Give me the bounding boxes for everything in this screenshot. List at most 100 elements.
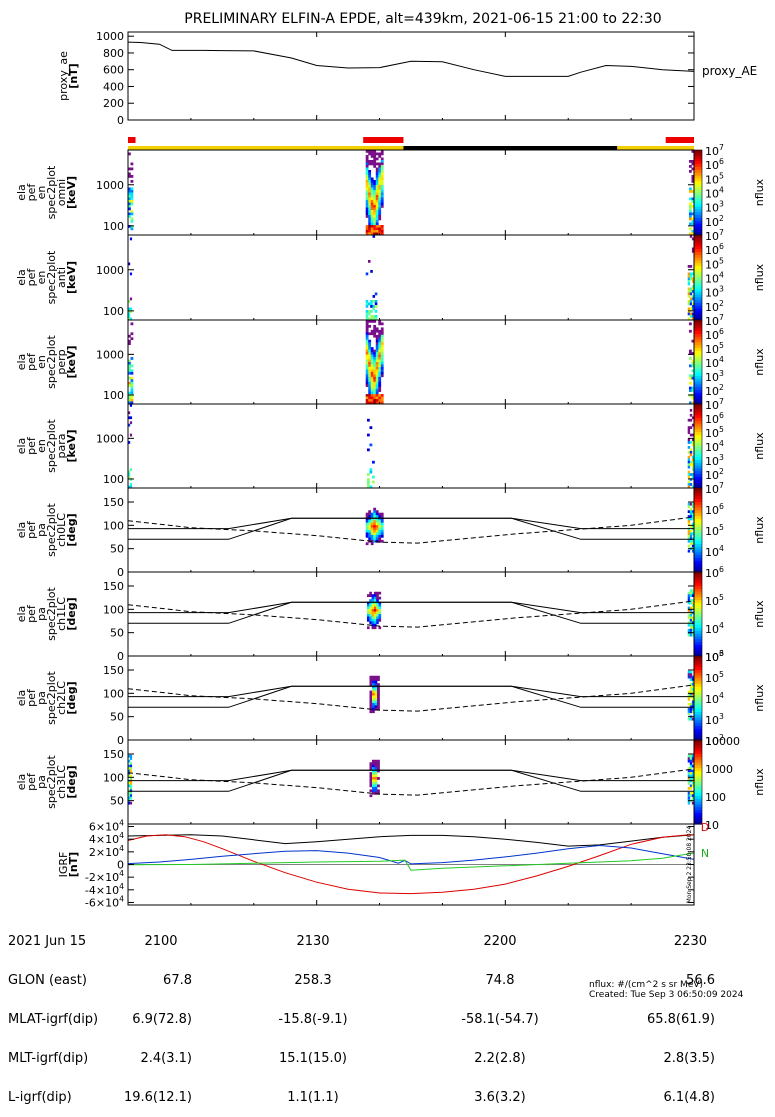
footer-time: 2100 [144, 934, 178, 949]
colorbar-swatch [694, 311, 702, 315]
y-tick-label: 1000 [96, 264, 124, 277]
heatmap-cell [130, 399, 134, 402]
heatmap-cell [371, 614, 375, 617]
heatmap-cell [366, 606, 370, 610]
heatmap-cell [371, 594, 375, 598]
heatmap-cell [380, 539, 384, 543]
heatmap-cell [373, 539, 377, 543]
colorbar-tick-label: 105 [705, 670, 724, 685]
y-axis-label: en [35, 186, 48, 200]
colorbar-tick-label: 105 [705, 171, 724, 186]
heatmap-cell [373, 507, 377, 511]
heatmap-cell [370, 152, 374, 156]
heatmap-cell [687, 549, 691, 553]
y-axis-label: [keV] [65, 345, 78, 378]
heatmap-cell [128, 195, 131, 198]
heatmap-cell [371, 618, 375, 622]
heatmap-cell [374, 315, 378, 318]
heatmap-cell [365, 302, 369, 306]
heatmap-cell [370, 270, 373, 273]
heatmap-cell [691, 352, 695, 355]
heatmap-cell [374, 698, 378, 701]
heatmap-cell [376, 609, 379, 612]
strip-red-segment [665, 137, 694, 143]
heatmap-cell [378, 200, 382, 203]
heatmap-cell [369, 710, 373, 714]
heatmap-cell [368, 520, 372, 523]
heatmap-cell [128, 399, 131, 402]
heatmap-cell [378, 522, 382, 526]
heatmap-cell [377, 705, 380, 709]
colorbar-swatch [694, 580, 702, 584]
colorbar-swatch [694, 345, 702, 349]
plot-area [128, 150, 694, 235]
heatmap-cell [689, 426, 693, 430]
heatmap-cell [373, 217, 377, 221]
heatmap-cell [369, 599, 372, 602]
colorbar-swatch [694, 588, 702, 593]
colorbar-tick-label: 106 [705, 157, 724, 172]
colorbar-swatch [694, 625, 702, 629]
heatmap-cell [128, 334, 131, 338]
heatmap-cell [370, 202, 374, 206]
heatmap-cell [378, 525, 382, 528]
heatmap-cell [380, 534, 384, 538]
heatmap-cell [380, 227, 384, 231]
heatmap-cell [368, 359, 372, 363]
heatmap-cell [365, 180, 369, 183]
heatmap-cell [691, 394, 695, 397]
heatmap-cell [380, 322, 384, 326]
heatmap-cell [368, 170, 372, 173]
colorbar-tick-label: 104 [705, 544, 724, 559]
colorbar-swatch [694, 415, 702, 419]
footer-label-glon: GLON (east) [8, 973, 87, 988]
heatmap-cell [691, 764, 695, 768]
heatmap-cell [368, 200, 372, 203]
heatmap-cell [375, 539, 379, 543]
colorbar-label: nflux [753, 768, 766, 796]
colorbar-swatch [694, 260, 702, 264]
heatmap-cell [380, 520, 384, 523]
heatmap-cell [380, 522, 384, 526]
colorbar-swatch [694, 717, 702, 721]
strip-status-segment [403, 146, 618, 152]
heatmap-cell [691, 601, 695, 605]
colorbar-swatch [694, 552, 702, 556]
heatmap-cell [368, 205, 372, 208]
series-line-red [127, 834, 695, 895]
heatmap-cell [373, 210, 377, 213]
heatmap-cell [370, 515, 374, 518]
heatmap-cell [366, 433, 370, 437]
heatmap-cell [373, 512, 377, 516]
colorbar-swatch [694, 602, 702, 607]
colorbar-swatch [694, 254, 702, 259]
heatmap-cell [374, 786, 378, 790]
heatmap-cell [380, 185, 384, 188]
heatmap-cell [375, 202, 379, 206]
heatmap-cell [369, 618, 372, 622]
colorbar-tick-label: 105 [705, 523, 724, 538]
colorbar-swatch [694, 611, 702, 615]
y-axis-label: spec2plot [45, 587, 58, 641]
heatmap-cell [370, 522, 374, 526]
heatmap-cell [378, 394, 382, 397]
heatmap-cell [129, 416, 133, 420]
heatmap-cell [689, 614, 693, 617]
heatmap-cell [374, 764, 378, 768]
heatmap-cell [375, 532, 379, 536]
heatmap-cell [691, 515, 695, 518]
colorbar-swatch [694, 577, 702, 581]
heatmap-cell [370, 210, 374, 213]
heatmap-cell [375, 396, 379, 400]
colorbar-tick-label: 102 [705, 214, 724, 229]
heatmap-cell [128, 364, 131, 368]
colorbar-swatch [694, 804, 702, 808]
heatmap-cell [691, 801, 695, 805]
heatmap-cell [368, 192, 372, 196]
footer-value: 6.9(72.8) [132, 1012, 192, 1027]
colorbar-swatch [694, 759, 702, 763]
heatmap-cell [374, 702, 378, 706]
heatmap-cell [366, 609, 370, 612]
heatmap-cell [365, 534, 369, 538]
heatmap-cell [375, 225, 379, 228]
